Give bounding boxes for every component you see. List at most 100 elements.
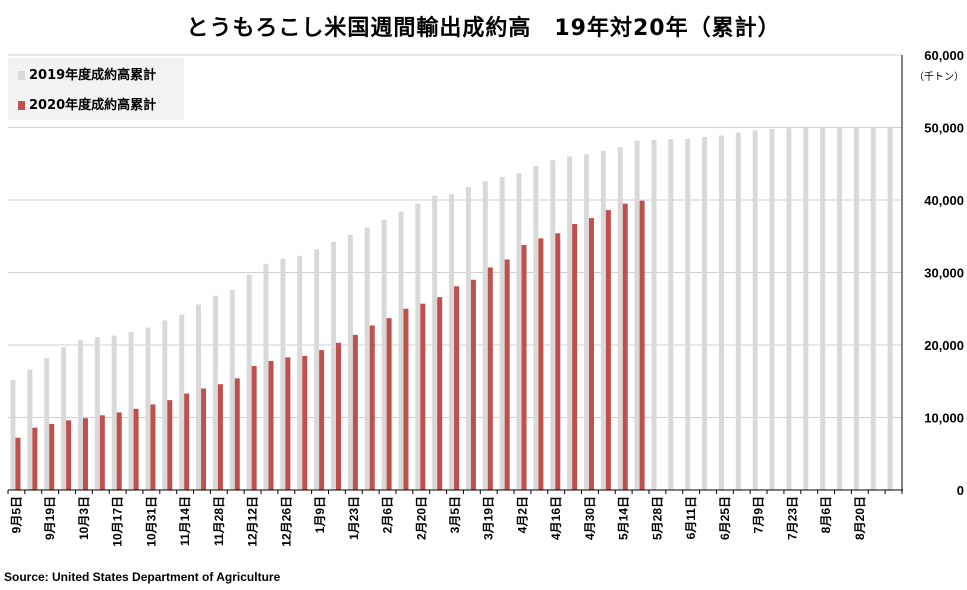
source-note: Source: United States Department of Agri…	[4, 570, 281, 584]
bar-2019-45	[769, 128, 775, 490]
bar-2019-2	[44, 358, 50, 490]
x-tick-label-15: 4月2日	[515, 496, 529, 533]
x-tick-label-5: 11月14日	[178, 496, 192, 546]
bar-2019-11	[196, 304, 202, 490]
bar-2019-30	[516, 173, 522, 491]
bar-2019-49	[837, 127, 843, 490]
x-tick-label-19: 5月28日	[650, 496, 664, 540]
bar-2020-18	[319, 350, 325, 490]
bar-2020-9	[167, 400, 173, 490]
bar-2019-6	[111, 335, 117, 490]
legend-label-2019: 2019年度成約高累計	[29, 68, 157, 83]
bar-2019-17	[297, 255, 303, 490]
bar-2019-36	[617, 147, 623, 490]
legend-label-2020: 2020年度成約高累計	[29, 98, 157, 113]
bar-2020-22	[386, 318, 392, 490]
bar-2019-24	[415, 203, 421, 490]
bar-2020-5	[99, 415, 105, 490]
bar-2019-29	[499, 176, 505, 491]
bar-2020-6	[116, 412, 122, 490]
bar-2020-8	[150, 404, 156, 490]
bar-2020-0	[15, 437, 21, 490]
bar-2019-28	[482, 181, 488, 490]
x-tick-label-21: 6月25日	[718, 496, 732, 540]
bar-2019-51	[870, 127, 876, 490]
bar-2020-16	[285, 357, 291, 490]
legend: 2019年度成約高累計 2020年度成約高累計	[8, 58, 184, 120]
bar-2020-37	[639, 200, 645, 490]
bar-2020-36	[622, 203, 628, 490]
bar-2020-4	[82, 418, 88, 490]
bar-2020-34	[589, 218, 595, 490]
x-tick-label-13: 3月5日	[448, 496, 462, 533]
bar-2020-35	[605, 210, 611, 490]
bar-2019-3	[61, 347, 67, 490]
bar-2019-47	[803, 127, 809, 490]
bar-2019-13	[229, 289, 235, 490]
bar-2020-17	[302, 355, 308, 490]
bar-2020-19	[335, 342, 341, 490]
bar-2019-34	[584, 154, 590, 490]
bar-2020-23	[403, 308, 409, 490]
x-tick-label-9: 1月9日	[313, 496, 327, 533]
x-tick-label-6: 11月28日	[212, 496, 226, 546]
x-tick-label-24: 8月6日	[819, 496, 833, 533]
bar-2019-18	[314, 249, 320, 490]
unit-label: （千トン）	[914, 72, 964, 83]
bar-2020-24	[420, 303, 426, 490]
x-tick-label-18: 5月14日	[617, 496, 631, 540]
bar-2020-28	[487, 267, 493, 490]
bar-2020-29	[504, 259, 510, 490]
bar-2020-14	[251, 366, 257, 490]
bar-2019-31	[533, 165, 539, 491]
bar-2020-30	[521, 244, 527, 490]
x-tick-label-16: 4月16日	[549, 496, 563, 540]
bar-2019-39	[668, 139, 674, 490]
x-tick-label-20: 6月11日	[684, 496, 698, 539]
bar-2019-20	[347, 234, 353, 490]
bar-2019-12	[212, 295, 218, 490]
x-tick-label-2: 10月3日	[77, 496, 91, 540]
bar-2019-15	[263, 263, 269, 490]
legend-swatch-2020	[18, 101, 25, 110]
legend-entry-2019: 2019年度成約高累計	[18, 64, 156, 83]
x-tick-label-0: 9月5日	[9, 496, 23, 533]
bar-2019-16	[280, 258, 286, 490]
y-tick-label-6: 60,000	[924, 48, 964, 63]
bar-2019-21	[364, 227, 370, 491]
bar-2019-7	[128, 331, 134, 490]
bar-2019-44	[752, 130, 758, 490]
bar-2019-10	[179, 314, 185, 490]
bar-2020-27	[470, 279, 476, 490]
bar-2019-46	[786, 128, 792, 490]
bar-2019-38	[651, 139, 657, 490]
bar-2020-21	[369, 325, 375, 490]
x-tick-label-12: 2月20日	[414, 496, 428, 540]
x-tick-label-4: 10月31日	[144, 496, 158, 547]
bar-2019-37	[634, 140, 640, 491]
bar-2020-32	[555, 233, 561, 490]
legend-entry-2020: 2020年度成約高累計	[18, 94, 156, 113]
legend-swatch-2019	[18, 71, 25, 80]
y-tick-label-0: 0	[957, 483, 964, 498]
y-tick-label-5: 50,000	[924, 121, 964, 136]
bar-2019-43	[735, 132, 741, 490]
bar-2019-27	[465, 186, 471, 490]
y-tick-label-4: 40,000	[924, 193, 964, 208]
y-tick-label-2: 20,000	[924, 338, 964, 353]
chart-title: とうもろこし米国週間輸出成約高 19年対20年（累計）	[186, 16, 781, 41]
bar-2019-52	[887, 127, 893, 490]
bar-2020-2	[49, 424, 55, 490]
bar-2019-19	[330, 242, 336, 490]
bar-2019-1	[27, 369, 33, 490]
x-tick-label-22: 7月9日	[752, 496, 766, 533]
bar-2019-48	[820, 127, 826, 490]
bar-2019-25	[432, 195, 438, 490]
bar-2020-13	[234, 378, 240, 490]
x-tick-label-17: 4月30日	[583, 496, 597, 540]
x-tick-label-7: 12月12日	[246, 496, 260, 547]
bar-2019-14	[246, 274, 252, 490]
bar-2019-33	[567, 156, 573, 490]
bar-2020-15	[268, 360, 274, 490]
